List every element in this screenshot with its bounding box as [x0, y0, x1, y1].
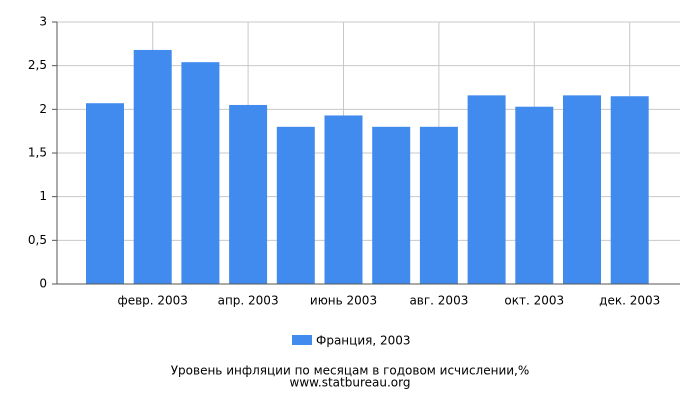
- source: www.statbureau.org: [290, 376, 411, 390]
- bar: [276, 126, 315, 284]
- bar: [181, 62, 220, 284]
- legend-swatch: [292, 335, 312, 345]
- bar: [133, 49, 172, 284]
- bar: [372, 126, 411, 284]
- x-tick-label: авг. 2003: [409, 294, 468, 308]
- x-tick-label: апр. 2003: [218, 294, 279, 308]
- y-tick-label: 0: [39, 277, 47, 291]
- bar: [86, 103, 124, 284]
- x-tick-label: окт. 2003: [504, 294, 564, 308]
- chart-title: Уровень инфляции по месяцам в годовом ис…: [171, 364, 530, 378]
- y-tick-label: 3: [39, 15, 47, 29]
- bar: [419, 126, 458, 284]
- legend-label: Франция, 2003: [316, 334, 411, 348]
- bar: [324, 115, 363, 285]
- bar: [610, 96, 649, 284]
- bar: [515, 106, 554, 284]
- y-tick-label: 0,5: [28, 233, 47, 247]
- y-tick-label: 1: [39, 189, 47, 203]
- bar: [229, 104, 268, 284]
- bar: [467, 95, 506, 284]
- x-tick-label: июнь 2003: [310, 294, 377, 308]
- bar: [563, 95, 601, 284]
- y-tick-label: 2: [39, 102, 47, 116]
- y-tick-label: 2,5: [28, 58, 47, 72]
- x-tick-label: дек. 2003: [599, 294, 660, 308]
- x-tick-label: февр. 2003: [117, 294, 188, 308]
- y-tick-label: 1,5: [28, 146, 47, 160]
